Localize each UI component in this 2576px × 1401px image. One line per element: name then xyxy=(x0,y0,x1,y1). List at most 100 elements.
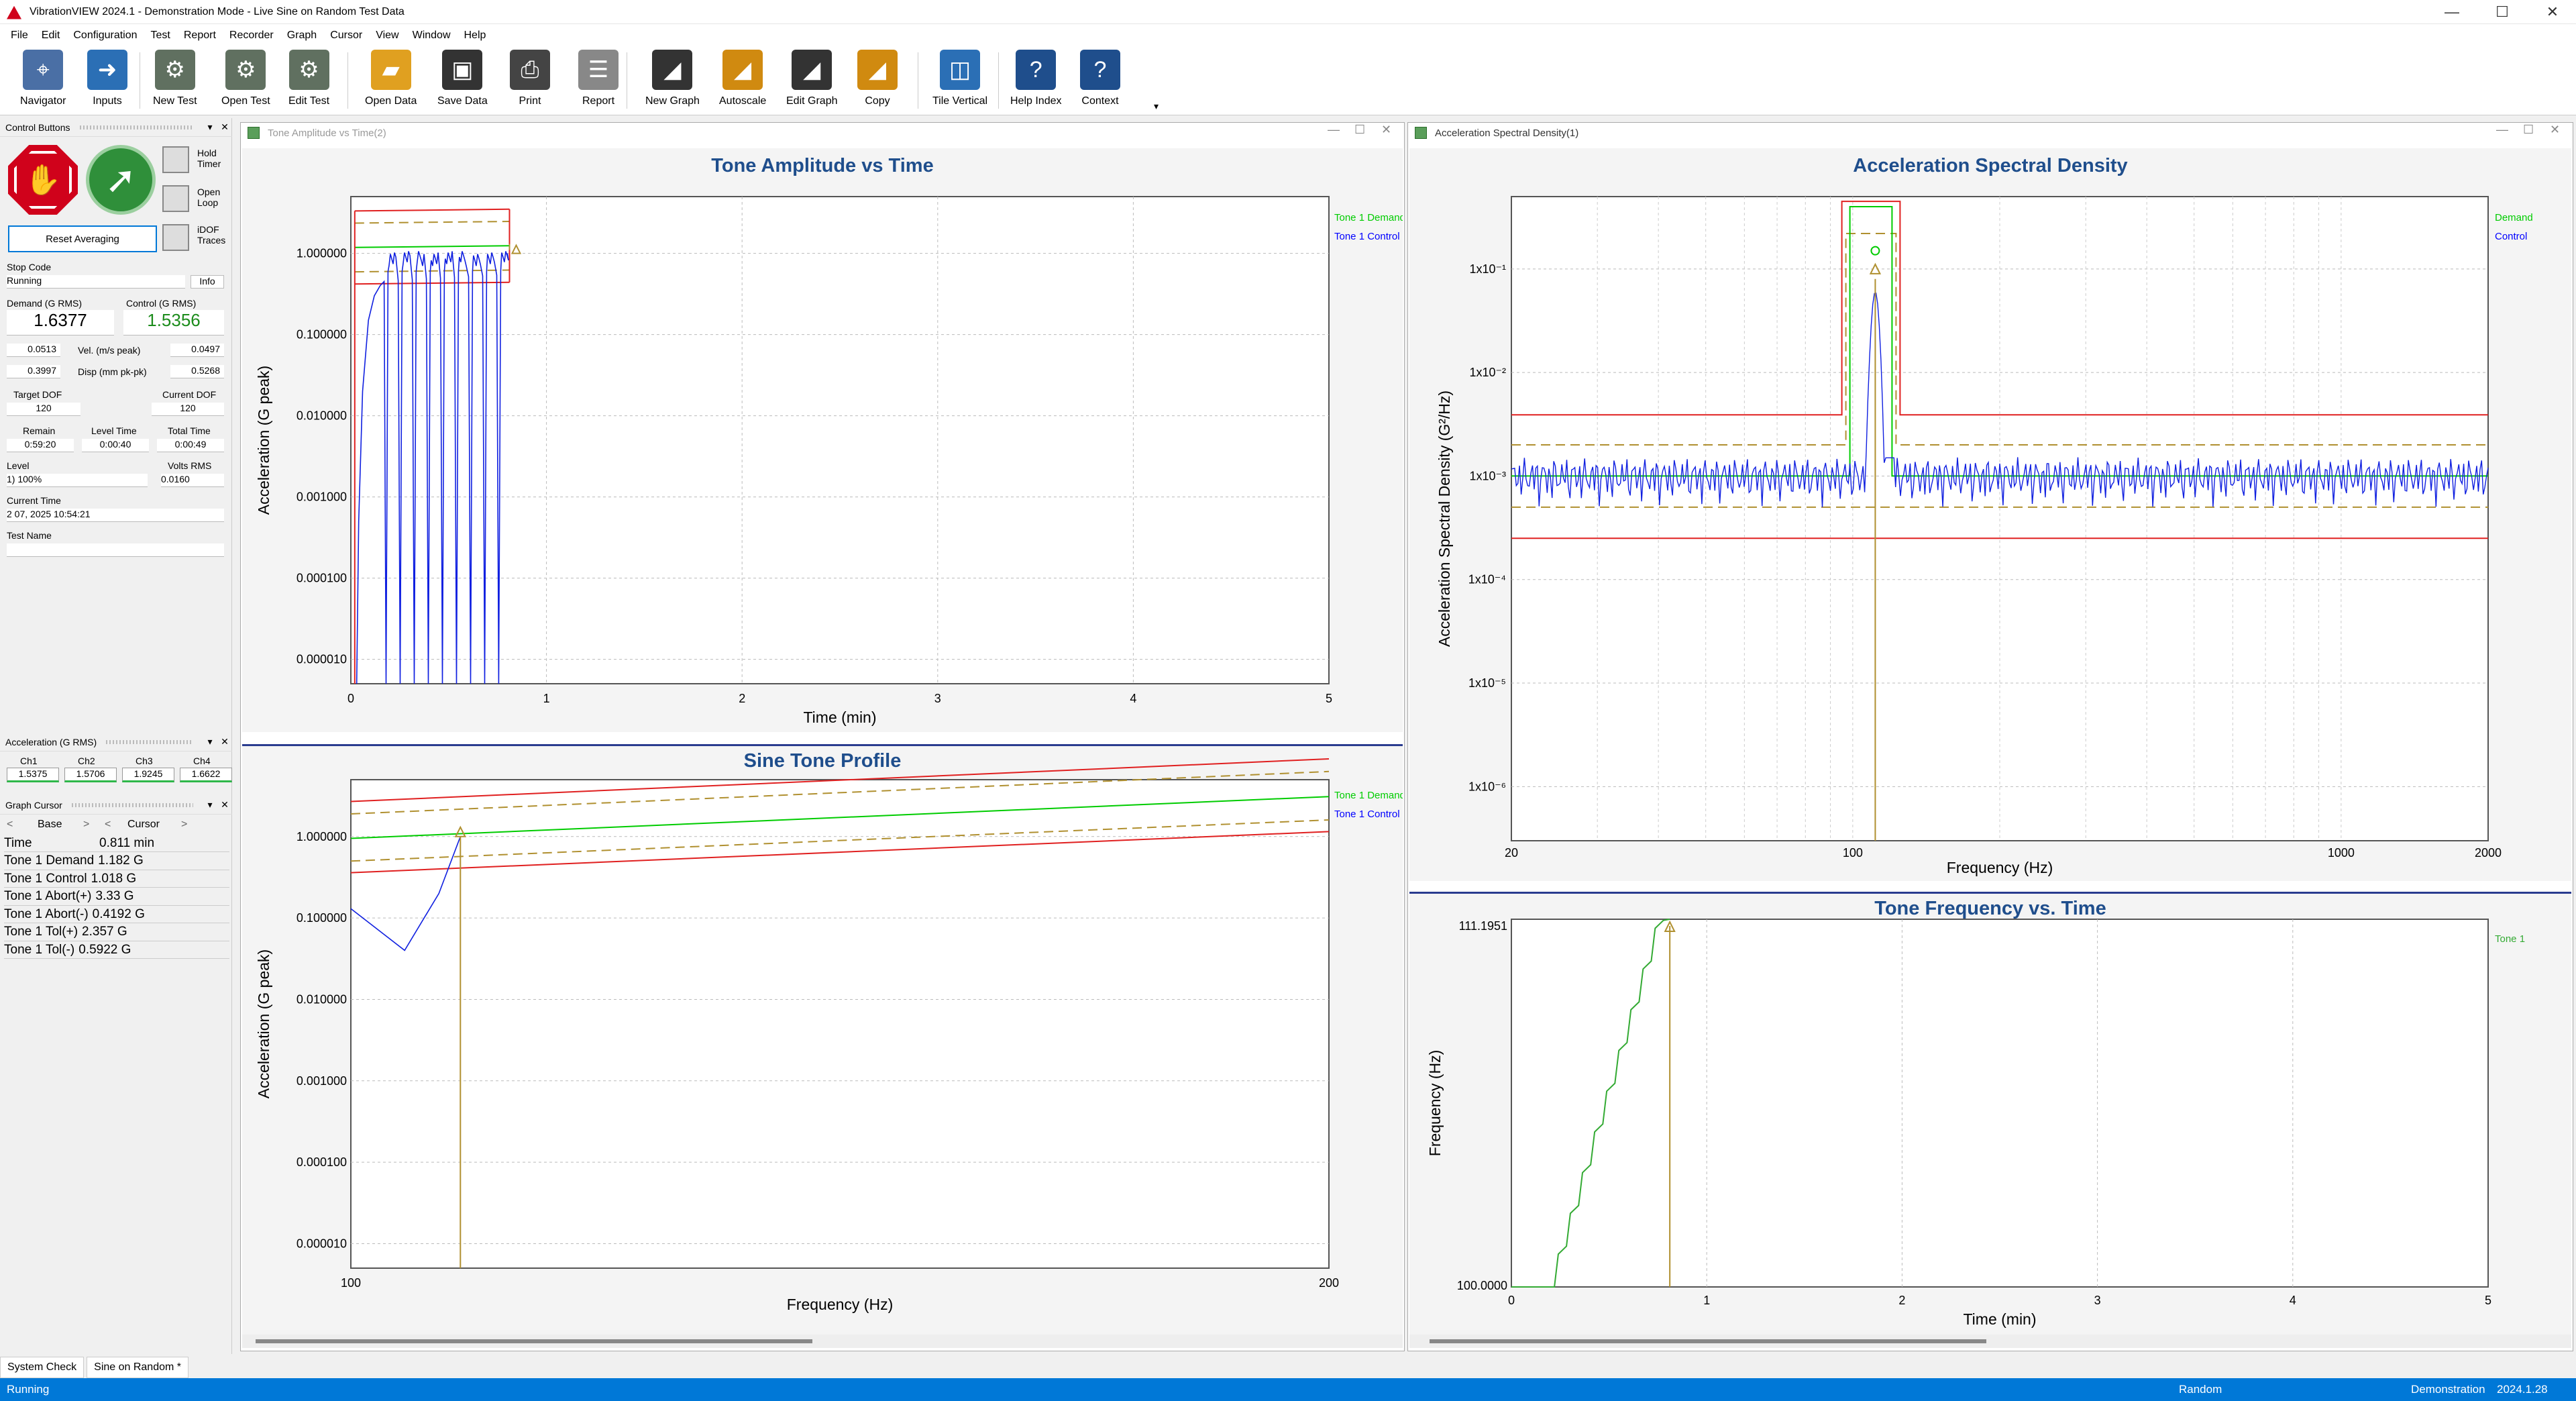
menu-graph[interactable]: Graph xyxy=(286,30,317,41)
tile-vertical-icon: ◫ xyxy=(940,50,981,90)
channel-name: Ch4 xyxy=(193,756,211,766)
cursor-base-label: Base xyxy=(38,819,62,830)
idof-traces-label: iDOF Traces xyxy=(197,224,226,246)
level-label: Level xyxy=(7,460,30,471)
y-tick-label: 0.100000 xyxy=(297,328,347,342)
tol-plus-line xyxy=(350,770,1330,815)
menu-file[interactable]: File xyxy=(11,30,28,41)
chevron-down-icon[interactable]: ▾ xyxy=(207,799,213,810)
y-tick-label: 1x10⁻⁴ xyxy=(1468,573,1506,586)
navigator-icon: ⌖ xyxy=(23,50,64,90)
x-axis-label: Time (min) xyxy=(1963,1310,2036,1328)
navigator-button[interactable]: ⌖ Navigator xyxy=(20,50,66,111)
autoscale-icon: ◢ xyxy=(722,50,763,90)
maximize-button[interactable]: ☐ xyxy=(1354,123,1366,136)
document-tab[interactable]: System Check xyxy=(0,1357,85,1378)
toolbar-label: Autoscale xyxy=(719,95,767,107)
info-button[interactable]: Info xyxy=(191,275,224,289)
new-graph-button[interactable]: ◢ New Graph xyxy=(645,50,700,111)
test-name-label: Test Name xyxy=(7,530,52,541)
menu-report[interactable]: Report xyxy=(183,30,216,41)
run-button[interactable]: ➚ xyxy=(86,145,156,215)
reset-averaging-button[interactable]: Reset Averaging xyxy=(8,225,157,252)
open-data-button[interactable]: ▰ Open Data xyxy=(365,50,417,111)
menu-recorder[interactable]: Recorder xyxy=(229,30,274,41)
level-time-value: 0:00:40 xyxy=(82,439,149,452)
channel-value: 1.6622 xyxy=(180,768,232,782)
menu-test[interactable]: Test xyxy=(150,30,170,41)
cursor-prev-icon[interactable]: < xyxy=(7,819,13,830)
x-tick-label: 2 xyxy=(1898,1294,1905,1307)
toolbar-overflow-icon[interactable]: ▾ xyxy=(1154,101,1159,111)
open-test-button[interactable]: ⚙ Open Test xyxy=(221,50,270,111)
menu-help[interactable]: Help xyxy=(464,30,486,41)
maximize-button[interactable]: ☐ xyxy=(2523,123,2534,136)
tone-frequency-chart[interactable]: 0 1 2 3 4 5 111.1951 100.0000 Time (min) Frequenc… xyxy=(1409,894,2571,1337)
graph-panel-2: Sine Tone Profile 1.000000 0.100000 0.0100… xyxy=(242,744,1403,1335)
status-version: 2024.1.28 xyxy=(2497,1383,2548,1396)
close-button[interactable]: ✕ xyxy=(1381,123,1392,136)
sine-tone-profile-chart[interactable]: 1.000000 0.100000 0.010000 0.001000 0.000100… xyxy=(242,746,1403,1337)
menu-edit[interactable]: Edit xyxy=(41,30,60,41)
hold-timer-checkbox[interactable] xyxy=(162,146,189,173)
cursor-row: Tone 1 Control 1.018 G xyxy=(4,870,229,888)
menu-view[interactable]: View xyxy=(376,30,399,41)
graph-window-icon xyxy=(1415,127,1427,139)
child-title-bar: Tone Amplitude vs Time(2) — ☐ ✕ xyxy=(241,123,1404,143)
idof-traces-checkbox[interactable] xyxy=(162,224,189,251)
autoscale-button[interactable]: ◢ Autoscale xyxy=(719,50,766,111)
menu-window[interactable]: Window xyxy=(412,30,451,41)
copy-button[interactable]: ◢ Copy xyxy=(857,50,898,111)
tile-vertical-button[interactable]: ◫ Tile Vertical xyxy=(932,50,987,111)
cursor-base-next-icon[interactable]: > xyxy=(83,819,90,830)
new-test-button[interactable]: ⚙ New Test xyxy=(153,50,197,111)
tone-amplitude-chart[interactable]: 1.000000 0.100000 0.010000 0.001000 0.000100… xyxy=(242,148,1403,732)
minimize-button[interactable]: — xyxy=(2445,3,2459,20)
minimize-button[interactable]: — xyxy=(1328,123,1340,136)
demand-marker-icon xyxy=(1870,246,1880,256)
asd-chart[interactable]: 1x10⁻¹ 1x10⁻² 1x10⁻³ 1x10⁻⁴ 1x10⁻⁵ 1x10⁻⁶ 20 10… xyxy=(1409,148,2571,881)
horizontal-scrollbar[interactable] xyxy=(1409,1335,2571,1348)
inputs-button[interactable]: ➜ Inputs xyxy=(87,50,127,111)
chevron-down-icon[interactable]: ▾ xyxy=(207,736,213,747)
toolbar-label: Inputs xyxy=(93,95,122,107)
close-button[interactable]: ✕ xyxy=(2546,3,2559,20)
cursor-row-value: 0.811 min xyxy=(99,835,155,850)
cursor-row-name: Tone 1 Control xyxy=(4,871,87,886)
print-button[interactable]: ⎙ Print xyxy=(510,50,550,111)
report-button[interactable]: ☰ Report xyxy=(578,50,619,111)
close-icon[interactable]: ✕ xyxy=(221,799,229,810)
stop-button[interactable]: ✋ xyxy=(8,145,78,215)
horizontal-scrollbar[interactable] xyxy=(242,1335,1403,1348)
close-icon[interactable]: ✕ xyxy=(221,121,229,132)
open-loop-checkbox[interactable] xyxy=(162,185,189,212)
y-tick-label: 0.010000 xyxy=(297,992,347,1006)
menu-configuration[interactable]: Configuration xyxy=(73,30,138,41)
remain-value: 0:59:20 xyxy=(7,439,74,452)
channel-name: Ch2 xyxy=(78,756,95,766)
toolbar-label: Edit Test xyxy=(288,95,330,107)
close-icon[interactable]: ✕ xyxy=(221,736,229,747)
minimize-button[interactable]: — xyxy=(2496,123,2508,136)
chevron-down-icon[interactable]: ▾ xyxy=(207,121,213,132)
legend-entry: Tone 1 xyxy=(2495,933,2525,945)
graph-window-icon xyxy=(248,127,260,139)
cursor-cursor-prev-icon[interactable]: < xyxy=(105,819,111,830)
vel-demand-value: 0.0513 xyxy=(7,344,60,357)
graph-cursor-header: Graph Cursor ▾ ✕ xyxy=(0,796,232,815)
edit-test-button[interactable]: ⚙ Edit Test xyxy=(288,50,329,111)
cursor-next-icon[interactable]: > xyxy=(181,819,188,830)
edit-graph-button[interactable]: ◢ Edit Graph xyxy=(786,50,837,111)
save-data-button[interactable]: ▣ Save Data xyxy=(437,50,488,111)
channel-name: Ch1 xyxy=(20,756,38,766)
cursor-row: Tone 1 Abort(+) 3.33 G xyxy=(4,888,229,906)
disp-label: Disp (mm pk-pk) xyxy=(78,366,147,377)
maximize-button[interactable]: ☐ xyxy=(2496,3,2509,20)
disp-demand-value: 0.3997 xyxy=(7,365,60,378)
menu-cursor[interactable]: Cursor xyxy=(330,30,363,41)
close-button[interactable]: ✕ xyxy=(2550,123,2561,136)
y-tick-label: 0.000100 xyxy=(297,1155,347,1169)
context-button[interactable]: ? Context xyxy=(1080,50,1120,111)
help-index-button[interactable]: ? Help Index xyxy=(1010,50,1062,111)
document-tab[interactable]: Sine on Random * xyxy=(87,1357,189,1378)
